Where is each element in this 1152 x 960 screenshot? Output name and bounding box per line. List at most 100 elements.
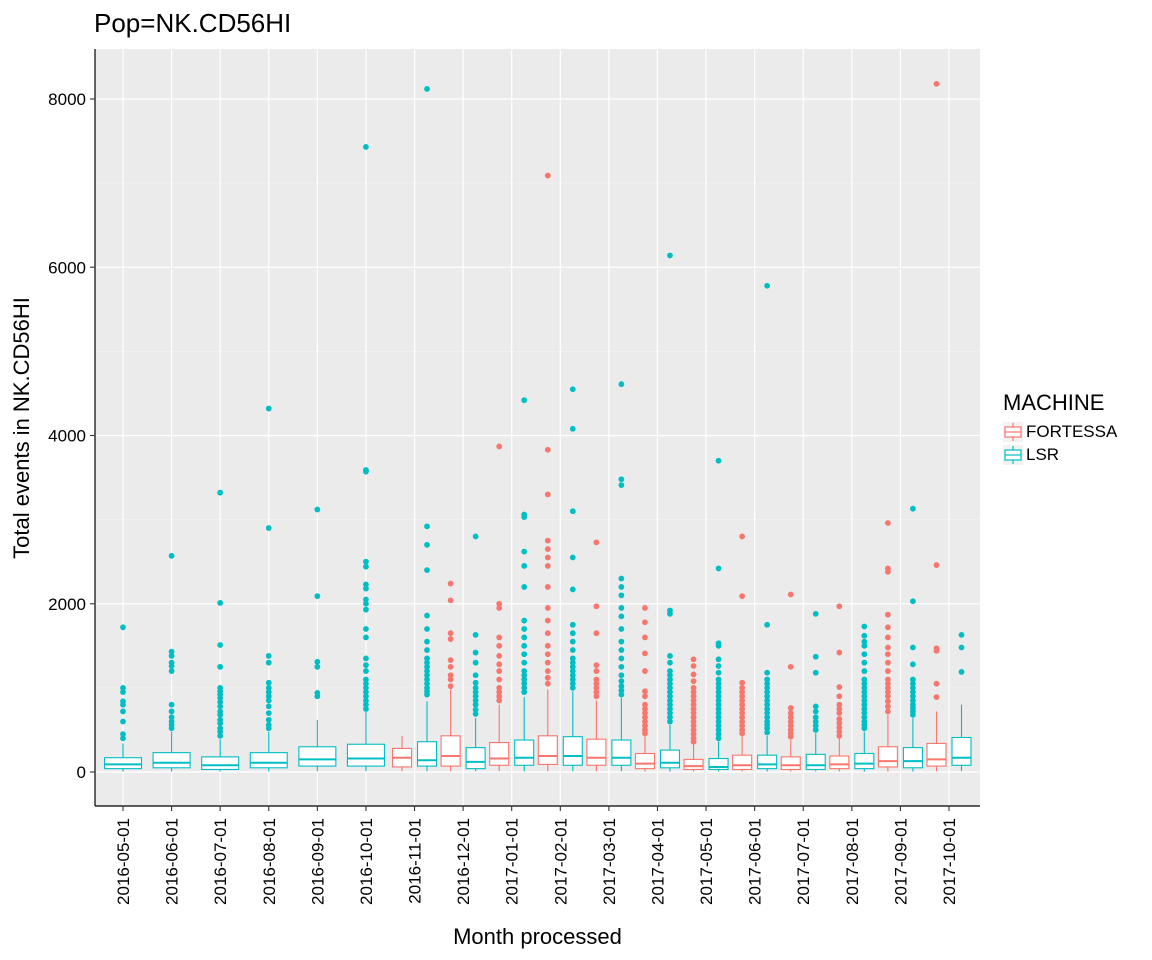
outlier-point <box>424 647 430 653</box>
outlier-point <box>642 619 648 626</box>
x-axis-label: Month processed <box>453 924 622 949</box>
outlier-point <box>472 649 479 656</box>
box-iqr <box>249 752 288 769</box>
outlier-point <box>424 523 430 530</box>
outlier-point <box>168 718 175 725</box>
outlier-point <box>363 585 369 592</box>
outlier-point <box>836 603 843 610</box>
outlier-point <box>618 678 625 685</box>
outlier-point <box>447 663 454 670</box>
outlier-point <box>642 714 648 721</box>
box-iqr <box>514 739 535 766</box>
outlier-point <box>265 653 272 659</box>
outlier-point <box>910 689 916 695</box>
outlier-point <box>861 714 868 721</box>
outlier-point <box>544 546 551 552</box>
outlier-point <box>496 689 503 695</box>
outlier-point <box>715 731 722 738</box>
outlier-point <box>885 708 891 715</box>
outlier-point <box>472 672 479 679</box>
box-iqr <box>489 742 510 766</box>
outlier-point <box>569 621 576 628</box>
outlier-point <box>861 659 868 666</box>
outlier-point <box>363 144 369 150</box>
box-lsr-2016-07-01 <box>201 489 240 772</box>
outlier-point <box>667 676 673 683</box>
box-lsr-2017-02-01 <box>562 386 583 772</box>
outlier-point <box>618 592 625 599</box>
outlier-point <box>715 727 722 733</box>
outlier-point <box>690 731 697 738</box>
box-lsr-2016-09-01 <box>298 506 337 772</box>
outlier-point <box>885 644 891 651</box>
box-iqr <box>708 757 729 771</box>
outlier-point <box>764 710 771 717</box>
box-fortessa-2017-03-01 <box>586 539 607 772</box>
box-iqr <box>201 756 240 771</box>
outlier-point <box>496 634 503 641</box>
outlier-point <box>168 653 175 659</box>
outlier-point <box>496 653 503 659</box>
outlier-point <box>667 689 673 695</box>
outlier-point <box>910 661 916 668</box>
outlier-point <box>472 701 479 708</box>
box-lsr-2017-06-01 <box>757 282 778 772</box>
outlier-point <box>642 650 648 657</box>
outlier-point <box>690 656 697 663</box>
outlier-point <box>496 605 503 611</box>
outlier-point <box>120 698 126 705</box>
outlier-point <box>424 638 430 645</box>
outlier-point <box>168 668 175 674</box>
outlier-point <box>715 676 722 683</box>
outlier-point <box>424 684 430 691</box>
outlier-point <box>690 718 697 725</box>
outlier-point <box>812 727 819 733</box>
box-lsr-2017-05-01 <box>708 457 729 772</box>
box-iqr <box>951 736 972 766</box>
outlier-point <box>885 624 891 631</box>
outlier-point <box>363 684 369 691</box>
outlier-point <box>933 680 940 687</box>
outlier-point <box>739 722 746 729</box>
outlier-point <box>496 684 503 691</box>
outlier-point <box>618 663 625 670</box>
outlier-point <box>217 708 224 715</box>
outlier-point <box>764 676 771 683</box>
box-lsr-2016-11-01 <box>416 86 438 772</box>
outlier-point <box>667 693 673 700</box>
outlier-point <box>618 626 625 632</box>
y-tick-label: 0 <box>77 763 86 782</box>
outlier-point <box>690 693 697 700</box>
outlier-point <box>690 714 697 721</box>
outlier-point <box>861 680 868 687</box>
outlier-point <box>642 693 648 700</box>
outlier-point <box>764 669 771 676</box>
outlier-point <box>569 680 576 687</box>
outlier-point <box>363 600 369 607</box>
outlier-point <box>690 706 697 712</box>
outlier-point <box>764 714 771 721</box>
x-tick-label: 2017-03-01 <box>600 818 619 905</box>
legend-label-lsr: LSR <box>1026 444 1060 464</box>
outlier-point <box>642 706 648 712</box>
outlier-point <box>715 701 722 708</box>
box-iqr <box>877 746 898 768</box>
outlier-point <box>569 668 576 674</box>
outlier-point <box>544 446 551 453</box>
outlier-point <box>787 663 794 670</box>
box-iqr <box>659 749 681 769</box>
outlier-point <box>521 651 528 658</box>
outlier-point <box>363 626 369 632</box>
outlier-point <box>120 718 126 725</box>
outlier-point <box>885 703 891 710</box>
outlier-point <box>667 659 673 666</box>
outlier-point <box>593 676 600 683</box>
outlier-point <box>642 605 648 611</box>
outlier-point <box>363 680 369 687</box>
box-lsr-2017-03-01 <box>611 381 632 772</box>
outlier-point <box>544 668 551 674</box>
box-fortessa-2016-12-01 <box>440 580 461 772</box>
legend-item-lsr: LSR <box>1003 443 1117 466</box>
outlier-point <box>363 693 369 700</box>
box-iqr <box>611 739 632 766</box>
